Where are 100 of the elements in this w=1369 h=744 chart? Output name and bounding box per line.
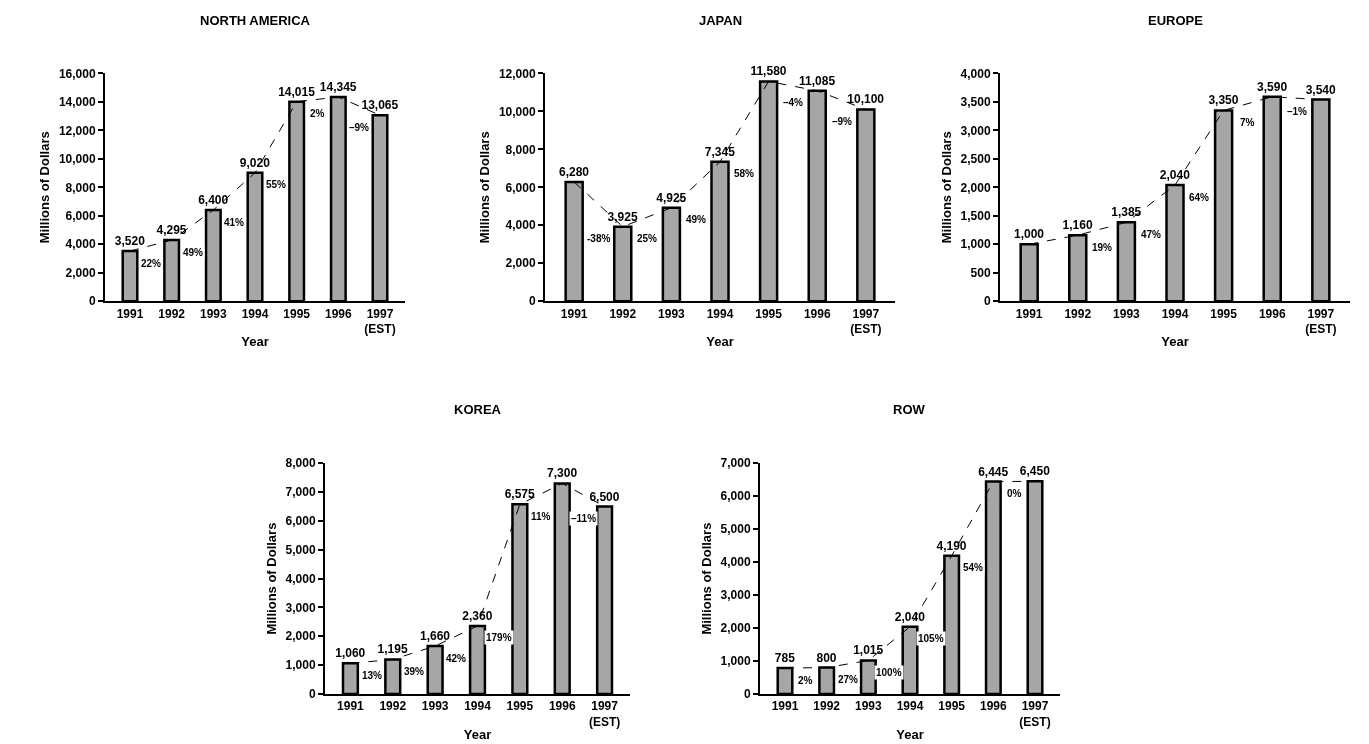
y-tick-label: 1,000 bbox=[720, 654, 751, 669]
data-label: 3,590 bbox=[1257, 79, 1288, 94]
annotation: 49% bbox=[183, 247, 204, 258]
y-tick-label: 0 bbox=[88, 294, 96, 309]
data-label: 14,345 bbox=[319, 79, 357, 94]
y-tick-label: 0 bbox=[743, 687, 751, 702]
y-tick-label: 2,500 bbox=[960, 152, 991, 167]
y-axis-title: Millions of Dollars bbox=[939, 131, 955, 244]
y-tick-label: 0 bbox=[308, 687, 316, 702]
annotation: –1% bbox=[1287, 106, 1308, 117]
data-label: 13,065 bbox=[361, 98, 399, 113]
x-tick-label: 1996 bbox=[1258, 306, 1286, 321]
data-label: 7,300 bbox=[547, 466, 578, 481]
x-tick-label: 1991 bbox=[771, 699, 799, 714]
chart-title: EUROPE bbox=[1148, 13, 1204, 28]
y-tick-label: 4,000 bbox=[65, 237, 96, 252]
data-label: 10,100 bbox=[847, 92, 885, 107]
data-label: 6,400 bbox=[198, 193, 229, 208]
annotation: 13% bbox=[362, 670, 383, 681]
y-tick-label: 4,000 bbox=[285, 571, 316, 586]
x-axis-title: Year bbox=[241, 334, 269, 350]
annotation: 105% bbox=[918, 633, 944, 644]
y-axis-title: Millions of Dollars bbox=[699, 522, 715, 635]
y-tick-label: 500 bbox=[970, 265, 991, 280]
y-tick-label: 4,000 bbox=[720, 555, 751, 570]
data-label: 6,445 bbox=[978, 464, 1009, 479]
y-tick-label: 0 bbox=[528, 294, 536, 309]
annotation: 47% bbox=[1141, 229, 1162, 240]
y-tick-label: 5,000 bbox=[720, 522, 751, 537]
data-label: 1,160 bbox=[1062, 218, 1093, 233]
y-tick-label: 1,000 bbox=[285, 658, 316, 673]
x-axis-title: Year bbox=[1161, 334, 1189, 350]
x-tick-label: 1995 bbox=[283, 306, 311, 321]
annotation: –9% bbox=[832, 116, 853, 127]
data-label: 1,660 bbox=[419, 629, 451, 644]
data-label: 1,195 bbox=[377, 642, 408, 657]
y-tick-label: 4,000 bbox=[505, 218, 536, 233]
annotation: 22% bbox=[141, 258, 162, 269]
annotation: 179% bbox=[486, 632, 512, 643]
x-axis-title: Year bbox=[896, 727, 924, 743]
data-label: 1,060 bbox=[335, 646, 366, 661]
data-label: 14,015 bbox=[278, 84, 316, 99]
y-tick-label: 5,000 bbox=[285, 542, 316, 557]
data-label: 4,295 bbox=[156, 223, 187, 238]
y-tick-label: 14,000 bbox=[58, 95, 96, 110]
data-label: 1,385 bbox=[1111, 205, 1142, 220]
x-tick-label: 1994 bbox=[706, 306, 734, 321]
y-tick-label: 2,000 bbox=[720, 621, 751, 636]
x-tick-label: 1996 bbox=[324, 306, 352, 321]
y-tick-label: 8,000 bbox=[505, 142, 536, 157]
x-tick-label: 1996 bbox=[979, 699, 1007, 714]
y-tick-label: 1,500 bbox=[960, 208, 991, 223]
y-tick-label: 7,000 bbox=[285, 485, 316, 500]
x-tick-label: 1997 (EST) bbox=[850, 306, 882, 337]
chart-title: NORTH AMERICA bbox=[200, 13, 311, 28]
annotation: 41% bbox=[224, 217, 245, 228]
data-label: 1,000 bbox=[1013, 227, 1045, 242]
x-tick-label: 1997 (EST) bbox=[1019, 699, 1051, 729]
y-tick-label: 8,000 bbox=[65, 180, 96, 195]
data-label: 3,350 bbox=[1208, 93, 1239, 108]
data-label: 800 bbox=[816, 650, 837, 665]
x-tick-label: 1991 bbox=[337, 699, 365, 714]
y-tick-label: 6,000 bbox=[285, 514, 316, 529]
annotation: –4% bbox=[783, 97, 804, 108]
annotation: 7% bbox=[1240, 117, 1255, 128]
x-tick-label: 1993 bbox=[658, 306, 686, 321]
chart-title: ROW bbox=[893, 402, 926, 417]
y-tick-label: 4,000 bbox=[960, 66, 991, 81]
y-tick-label: 6,000 bbox=[720, 489, 751, 504]
data-label: 9,020 bbox=[239, 155, 271, 170]
annotation: 49% bbox=[686, 214, 707, 225]
data-label: 3,925 bbox=[607, 209, 638, 224]
annotation: 2% bbox=[310, 108, 325, 119]
x-tick-label: 1996 bbox=[548, 699, 576, 714]
x-tick-label: 1994 bbox=[464, 699, 492, 714]
data-label: 6,280 bbox=[558, 165, 590, 179]
annotation: 25% bbox=[637, 233, 658, 244]
x-tick-label: 1993 bbox=[854, 699, 882, 714]
annotation: 19% bbox=[1092, 242, 1113, 253]
y-axis-title: Millions of Dollars bbox=[477, 131, 493, 244]
annotation: 54% bbox=[963, 562, 984, 573]
annotation: 64% bbox=[1189, 192, 1210, 203]
data-label: 3,540 bbox=[1305, 82, 1337, 97]
chart-title: KOREA bbox=[454, 402, 502, 417]
chart-title: JAPAN bbox=[699, 13, 743, 28]
data-label: 2,360 bbox=[462, 608, 493, 623]
y-tick-label: 3,000 bbox=[285, 600, 316, 615]
y-tick-label: 3,000 bbox=[960, 123, 991, 138]
x-tick-label: 1992 bbox=[609, 306, 637, 321]
x-tick-label: 1992 bbox=[158, 306, 186, 321]
y-tick-label: 6,000 bbox=[65, 208, 96, 223]
data-label: 1,015 bbox=[853, 643, 884, 658]
y-tick-label: 7,000 bbox=[720, 456, 751, 471]
y-tick-label: 2,000 bbox=[960, 180, 991, 195]
data-label: 7,345 bbox=[704, 144, 736, 159]
x-tick-label: 1995 bbox=[506, 699, 534, 714]
x-tick-label: 1997 (EST) bbox=[588, 699, 621, 729]
y-tick-label: 10,000 bbox=[58, 152, 96, 167]
annotation: 42% bbox=[446, 653, 467, 664]
annotation: 0% bbox=[1007, 488, 1022, 499]
